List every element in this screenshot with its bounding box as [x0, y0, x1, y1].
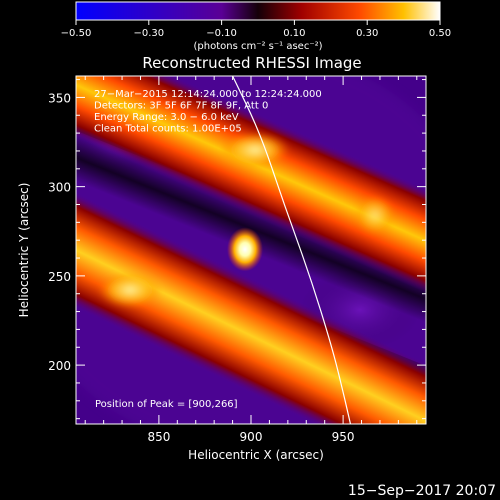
- colorbar-tick-label: 0.30: [356, 28, 378, 39]
- heatmap-image: [76, 76, 426, 424]
- colorbar: [75, 1, 441, 21]
- y-tick-label: 200: [48, 359, 71, 373]
- y-axis-label: Heliocentric Y (arcsec): [17, 183, 31, 318]
- annotation-line: Detectors: 3F 5F 6F 7F 8F 9F, Att 0: [94, 101, 268, 112]
- axis-ticks: 850 900 950 200 250 300 350: [48, 76, 426, 444]
- colorbar-ticks: −0.50 −0.30 −0.10 0.10 0.30 0.50: [61, 20, 451, 39]
- y-tick-label: 350: [48, 91, 71, 105]
- y-tick-label: 300: [48, 181, 71, 195]
- peak-position-label: Position of Peak = [900,266]: [95, 399, 238, 410]
- annotation-line: 27−Mar−2015 12:14:24.000 to 12:24:24.000: [94, 89, 322, 100]
- colorbar-tick-label: 0.50: [429, 28, 451, 39]
- annotations: 27−Mar−2015 12:14:24.000 to 12:24:24.000…: [94, 89, 322, 135]
- render-date: 15−Sep−2017 20:07: [348, 483, 496, 499]
- x-tick-label: 900: [240, 430, 263, 444]
- colorbar-tick-label: −0.50: [61, 28, 92, 39]
- x-axis-label: Heliocentric X (arcsec): [188, 448, 324, 462]
- x-tick-label: 850: [147, 430, 170, 444]
- colorbar-tick-label: −0.10: [206, 28, 237, 39]
- x-tick-label: 950: [332, 430, 355, 444]
- chart-title: Reconstructed RHESSI Image: [142, 54, 361, 72]
- colorbar-tick-label: −0.30: [133, 28, 164, 39]
- colorbar-units: (photons cm⁻² s⁻¹ asec⁻²): [193, 41, 322, 52]
- peak-source: [227, 227, 263, 272]
- colorbar-tick-label: 0.10: [283, 28, 305, 39]
- annotation-line: Energy Range: 3.0 − 6.0 keV: [94, 112, 239, 123]
- solar-limb: [232, 76, 352, 424]
- y-tick-label: 250: [48, 270, 71, 284]
- annotation-line: Clean Total counts: 1.00E+05: [94, 124, 242, 135]
